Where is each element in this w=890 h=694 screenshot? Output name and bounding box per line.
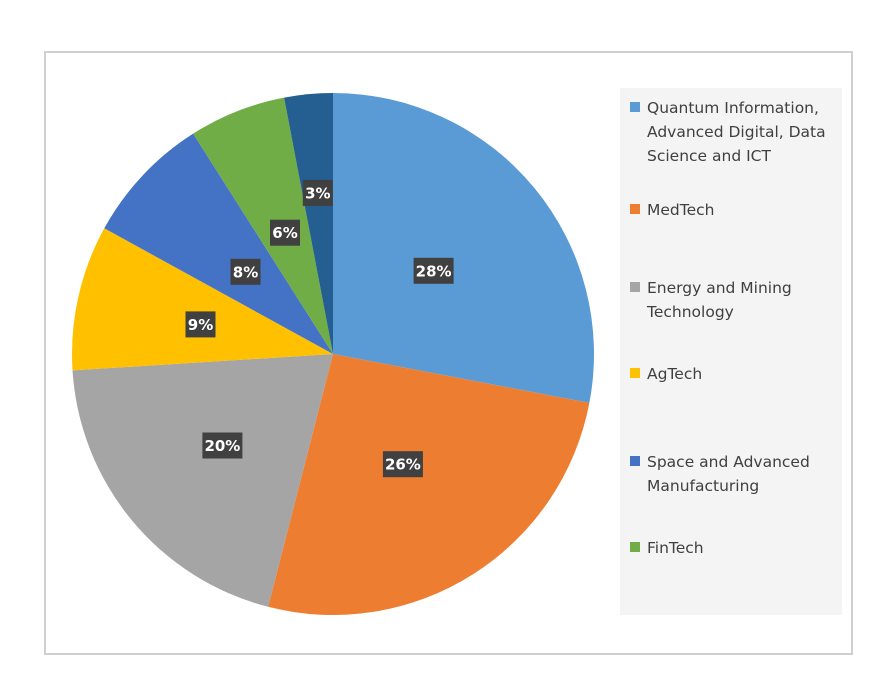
pie-slice-5 <box>104 133 333 354</box>
legend-swatch <box>630 282 640 292</box>
legend-item: Energy and Mining Technology <box>620 276 842 324</box>
data-label-box <box>185 311 216 338</box>
data-label-text: 8% <box>233 263 258 281</box>
data-label-box <box>270 219 300 246</box>
pie-slice-6 <box>193 97 333 355</box>
data-label-1: 28% <box>413 257 454 284</box>
pie-slice-1 <box>333 93 595 403</box>
legend-label: Energy and Mining Technology <box>647 279 792 321</box>
legend-label: FinTech <box>647 539 704 557</box>
data-label-7: 3% <box>302 179 333 206</box>
data-label-box <box>413 257 454 284</box>
pie-slice-4 <box>72 228 334 371</box>
data-label-text: 6% <box>272 224 297 242</box>
legend-swatch <box>630 368 640 378</box>
legend-item: MedTech <box>620 198 842 222</box>
data-label-2: 26% <box>382 451 423 478</box>
data-label-5: 8% <box>230 258 261 285</box>
pie-data-labels: 28% 26% 20% 9% 8% 6% 3% <box>185 179 454 478</box>
data-label-text: 26% <box>385 456 421 474</box>
legend-swatch <box>630 456 640 466</box>
pie-slice-7 <box>284 93 333 354</box>
legend-item: Quantum Information, Advanced Digital, D… <box>620 96 842 168</box>
legend-label: Quantum Information, Advanced Digital, D… <box>647 99 826 165</box>
data-label-3: 20% <box>202 432 243 459</box>
data-label-box <box>302 179 333 206</box>
pie-slice-2 <box>268 354 590 616</box>
data-label-text: 9% <box>188 316 213 334</box>
data-label-text: 20% <box>204 437 240 455</box>
data-label-text: 28% <box>416 262 452 280</box>
legend-swatch <box>630 102 640 112</box>
data-label-box <box>382 451 423 478</box>
legend-swatch <box>630 542 640 552</box>
pie-slices <box>72 93 595 616</box>
data-label-6: 6% <box>270 219 300 246</box>
legend-swatch <box>630 204 640 214</box>
legend-label: MedTech <box>647 201 715 219</box>
legend-item: AgTech <box>620 362 842 386</box>
legend-item: FinTech <box>620 536 842 560</box>
data-label-box <box>230 258 261 285</box>
legend-item: Space and Advanced Manufacturing <box>620 450 842 498</box>
legend-label: Space and Advanced Manufacturing <box>647 453 810 495</box>
data-label-text: 3% <box>305 184 330 202</box>
legend-label: AgTech <box>647 365 703 383</box>
pie-slice-3 <box>72 354 334 607</box>
data-label-4: 9% <box>185 311 216 338</box>
data-label-box <box>202 432 243 459</box>
chart-legend: Quantum Information, Advanced Digital, D… <box>620 88 842 615</box>
